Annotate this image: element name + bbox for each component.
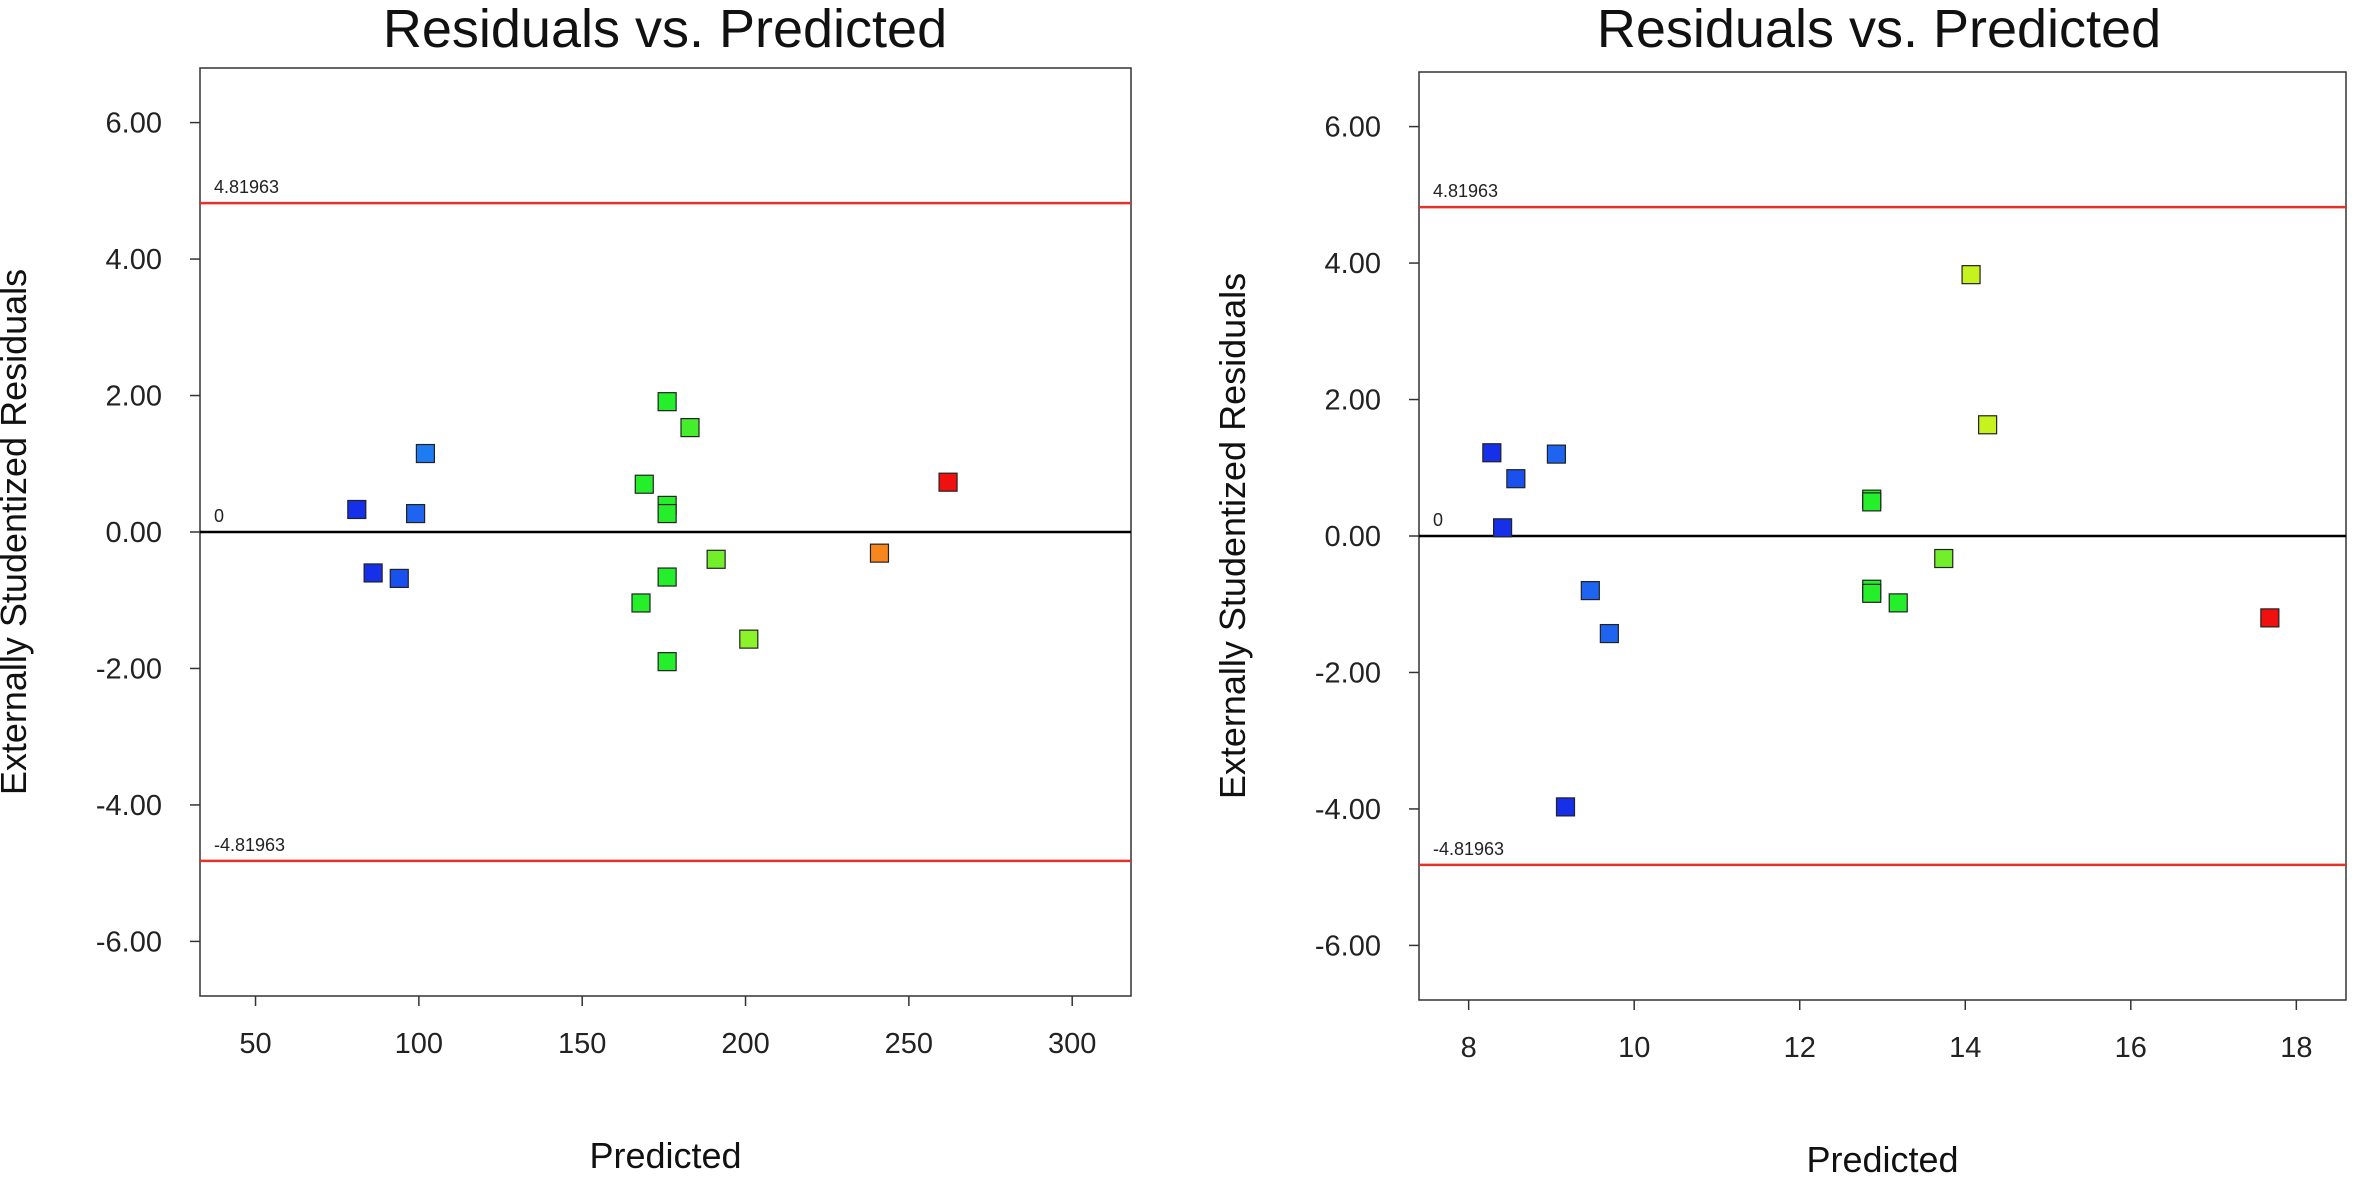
x-axis-label: Predicted (1806, 1139, 1958, 1180)
x-tick-label: 150 (558, 1028, 606, 1060)
reference-line-label: 0 (214, 506, 224, 526)
chart-left-svg: 4.81963 0 -4.81963 -6.00 -4.00 -2.00 0.00 2.00 4… (0, 67, 1132, 1176)
data-point (657, 567, 677, 587)
data-point (415, 443, 435, 464)
data-point (1934, 548, 1954, 569)
y-axis-label: Externally Studentized Residuals (0, 269, 34, 795)
data-point (1506, 469, 1526, 489)
y-tick-label: 2.00 (1325, 385, 1381, 417)
y-tick-label: 0.00 (106, 517, 162, 549)
x-tick-label: 10 (1618, 1032, 1650, 1064)
chart-right-svg: 4.81963 0 -4.81963 -6.00 -4.00 -2.00 0.00 2.00 4… (1212, 71, 2347, 1180)
x-tick-label: 300 (1048, 1028, 1096, 1060)
data-point (1555, 797, 1576, 817)
chart-title: Residuals vs. Predicted (382, 0, 948, 59)
y-tick-label: -4.00 (1315, 794, 1381, 826)
data-point (1482, 443, 1502, 463)
y-tick-label: 2.00 (106, 381, 162, 413)
reference-line-label: 4.81963 (214, 177, 279, 197)
data-point (1862, 492, 1882, 512)
data-point (389, 568, 409, 589)
y-tick-label: 6.00 (1325, 112, 1381, 144)
data-point (1492, 518, 1513, 538)
y-tick-label: -6.00 (1315, 930, 1381, 962)
data-point (1580, 580, 1600, 601)
data-point (2260, 608, 2280, 628)
x-tick-label: 16 (2115, 1032, 2147, 1064)
x-tick-label: 50 (239, 1028, 271, 1060)
chart-title: Residuals vs. Predicted (1596, 0, 2162, 59)
data-point (1546, 444, 1566, 464)
x-tick-label: 8 (1461, 1032, 1477, 1064)
data-point (938, 472, 958, 492)
data-point (739, 629, 759, 649)
data-point (657, 652, 677, 672)
y-tick-label: -6.00 (96, 926, 162, 958)
y-tick-label: 4.00 (106, 244, 162, 276)
data-point (363, 563, 383, 583)
data-point (706, 549, 726, 569)
x-tick-label: 14 (1949, 1032, 1981, 1064)
data-point (1862, 583, 1882, 603)
x-tick-label: 200 (721, 1028, 769, 1060)
data-point (1961, 265, 1981, 285)
x-tick-label: 18 (2280, 1032, 2312, 1064)
reference-line-label: -4.81963 (1433, 839, 1504, 859)
y-tick-label: 6.00 (106, 108, 162, 140)
y-tick-label: -2.00 (1315, 657, 1381, 689)
chart-left: Residuals vs. Predicted 4.81963 0 -4.81963… (0, 0, 1132, 1176)
data-point (869, 543, 890, 563)
x-axis-label: Predicted (589, 1135, 741, 1176)
data-point (680, 418, 700, 438)
x-tick-label: 100 (395, 1028, 443, 1060)
data-point (631, 593, 651, 613)
y-tick-label: 4.00 (1325, 248, 1381, 280)
x-tick-label: 12 (1784, 1032, 1816, 1064)
data-point (347, 499, 367, 520)
y-axis-label: Externally Studentized Residuals (1212, 273, 1253, 799)
reference-line-label: 0 (1433, 510, 1443, 530)
reference-line-label: 4.81963 (1433, 181, 1498, 201)
data-point (634, 474, 654, 494)
y-tick-label: -4.00 (96, 790, 162, 822)
data-point (406, 503, 426, 524)
y-tick-label: -2.00 (96, 653, 162, 685)
data-point (1978, 415, 1998, 435)
y-tick-label: 0.00 (1325, 521, 1381, 553)
data-point (1888, 593, 1908, 613)
x-tick-label: 250 (885, 1028, 933, 1060)
data-point (657, 392, 677, 412)
reference-line-label: -4.81963 (214, 835, 285, 855)
chart-right: Residuals vs. Predicted 4.81963 0 -4.81963… (1179, 0, 2358, 1201)
data-point (657, 503, 677, 524)
data-point (1599, 623, 1619, 644)
